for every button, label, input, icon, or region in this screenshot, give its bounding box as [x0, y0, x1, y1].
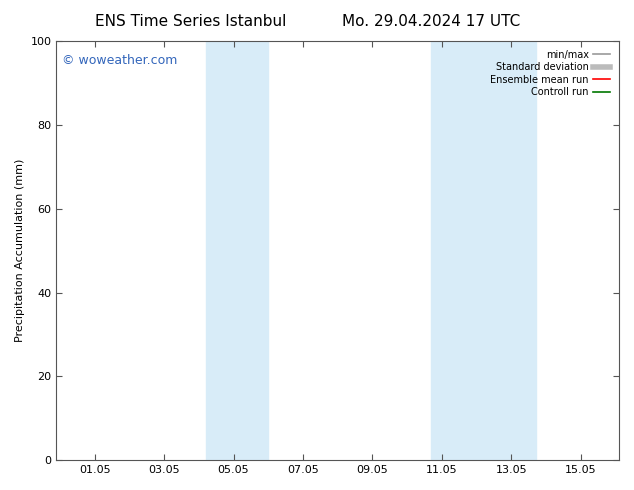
Bar	[206, 41, 268, 460]
Legend: min/max, Standard deviation, Ensemble mean run, Controll run: min/max, Standard deviation, Ensemble me…	[486, 46, 614, 101]
Text: © woweather.com: © woweather.com	[62, 53, 178, 67]
Text: ENS Time Series Istanbul: ENS Time Series Istanbul	[94, 14, 286, 29]
Y-axis label: Precipitation Accumulation (mm): Precipitation Accumulation (mm)	[15, 159, 25, 343]
Bar	[432, 41, 536, 460]
Text: Mo. 29.04.2024 17 UTC: Mo. 29.04.2024 17 UTC	[342, 14, 521, 29]
